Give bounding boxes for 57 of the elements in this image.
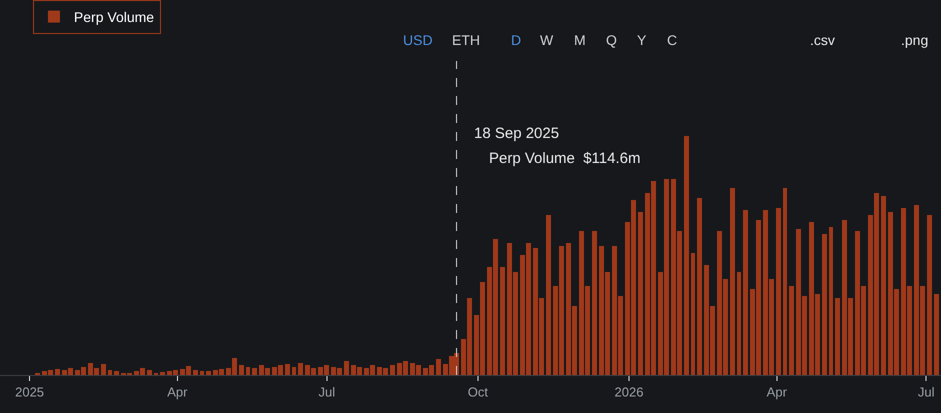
text: .png: [901, 32, 928, 48]
x-tick-label: 2025: [15, 384, 44, 400]
x-tick-label: Jul: [918, 384, 935, 400]
bar: [881, 196, 886, 375]
text: M: [574, 32, 586, 48]
bar: [193, 370, 198, 375]
bar: [927, 215, 932, 375]
annotation: Perp Volume $114.6m: [489, 150, 640, 167]
bar: [147, 370, 152, 375]
annotation: 18 Sep 2025: [474, 125, 560, 142]
bar: [55, 369, 60, 375]
bar: [783, 188, 787, 375]
bar: [822, 234, 827, 375]
bar: [298, 363, 303, 375]
text: USD: [403, 32, 433, 48]
bar: [114, 371, 119, 375]
bar: [546, 215, 551, 375]
bar: [206, 371, 211, 375]
bar: [934, 294, 939, 375]
text: C: [667, 32, 678, 48]
bar: [285, 364, 290, 375]
bar: [829, 227, 833, 375]
bar: [344, 361, 349, 375]
bar: [789, 286, 794, 375]
bar: [835, 298, 840, 375]
text: ETH: [452, 32, 480, 48]
bar: [246, 367, 250, 375]
x-tick-label: Oct: [468, 384, 488, 400]
bar: [737, 272, 741, 375]
bar: [691, 253, 695, 375]
text: .csv: [810, 32, 835, 48]
legend-label: Perp Volume: [74, 9, 154, 26]
bar: [684, 136, 689, 375]
bar: [743, 210, 748, 375]
text: Y: [637, 32, 647, 48]
bar: [776, 208, 781, 375]
bar: [200, 371, 204, 375]
bar: [436, 359, 441, 375]
text: W: [540, 32, 554, 48]
bar: [697, 198, 702, 375]
bar: [160, 372, 165, 375]
bar: [108, 370, 112, 375]
text: Q: [606, 32, 617, 48]
x-tick-label: Jul: [318, 384, 336, 400]
text: D: [511, 32, 522, 48]
bar: [638, 212, 643, 375]
x-tick-label: 2026: [614, 384, 644, 400]
bar: [390, 365, 395, 375]
x-tick-label: Apr: [766, 384, 788, 400]
bar: [239, 365, 244, 375]
bar: [500, 267, 505, 375]
bar: [592, 231, 597, 375]
x-tick-label: Apr: [167, 384, 188, 400]
bar: [101, 364, 106, 375]
bar: [292, 367, 296, 375]
bar: [730, 188, 735, 375]
bar: [252, 368, 257, 375]
